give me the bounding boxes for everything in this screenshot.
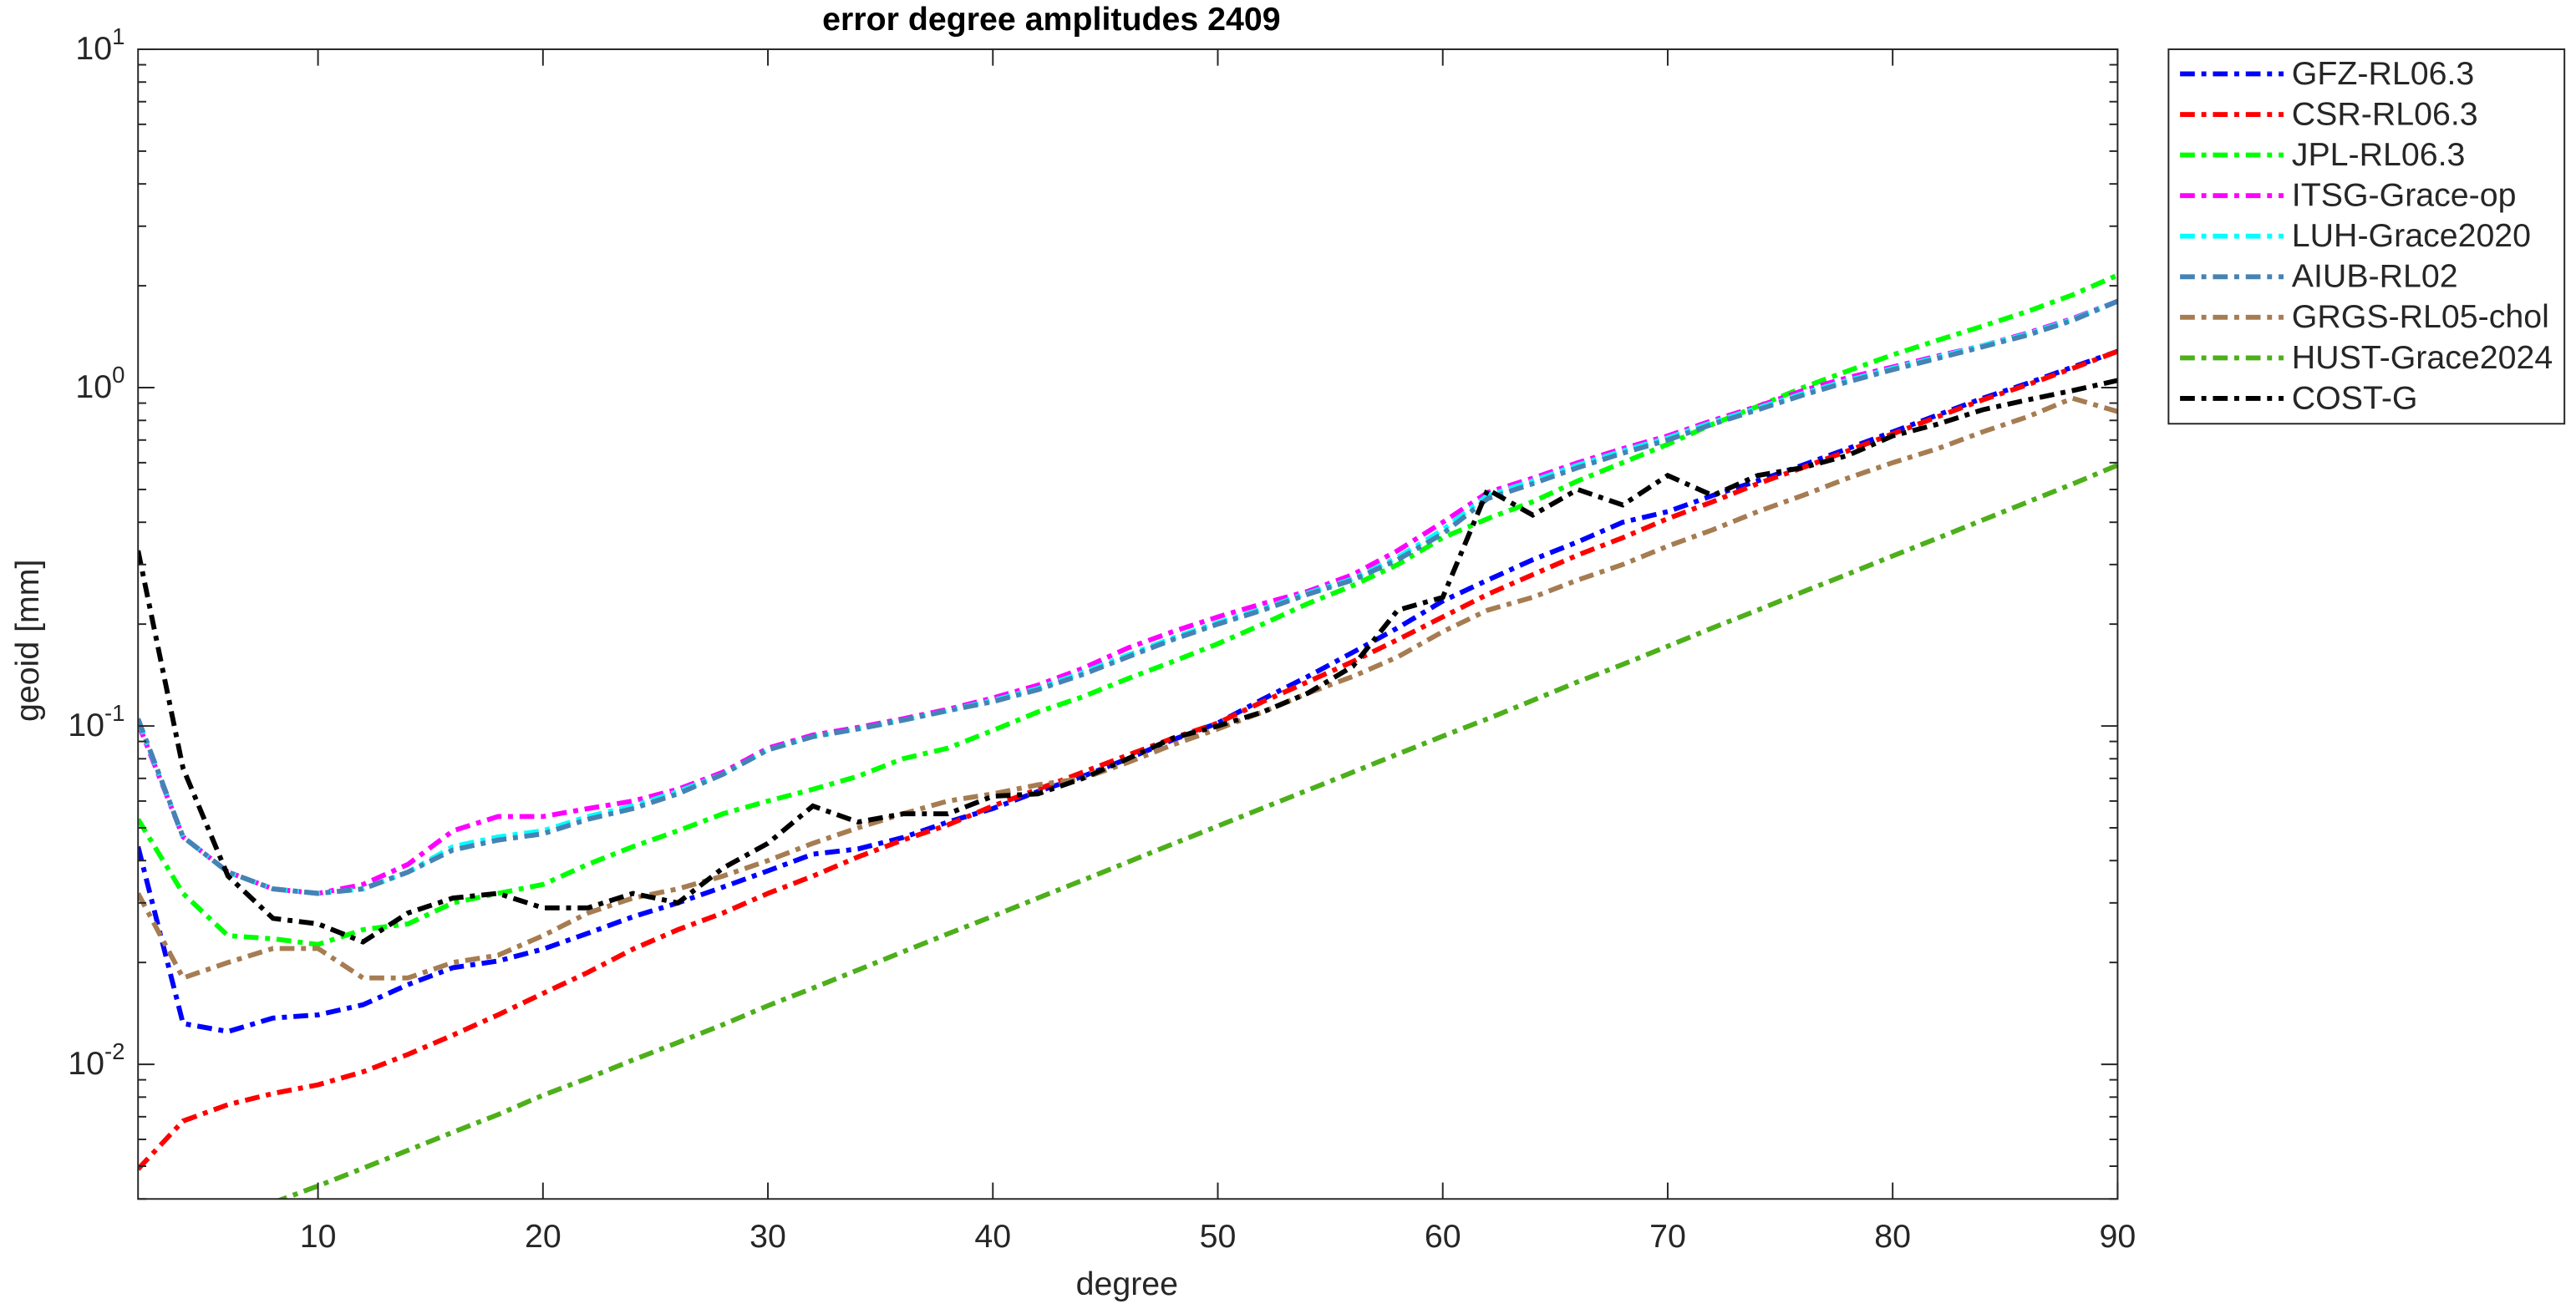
- series-line: [138, 298, 2118, 896]
- x-tick-label: 60: [1425, 1218, 1461, 1255]
- y-tick-label: 10-2: [68, 1038, 124, 1082]
- x-tick-label: 70: [1649, 1218, 1686, 1255]
- series-line: [138, 348, 2118, 1171]
- legend-label: ITSG-Grace-op: [2292, 177, 2517, 214]
- plot-area: [138, 272, 2118, 1200]
- y-tick-label: 10-1: [68, 700, 124, 743]
- legend-label: LUH-Grace2020: [2292, 217, 2531, 254]
- legend-label: COST-G: [2292, 379, 2418, 416]
- y-tick-label: 100: [75, 362, 124, 405]
- legend-label: AIUB-RL02: [2292, 258, 2458, 295]
- x-tick-label: 80: [1874, 1218, 1911, 1255]
- x-tick-label: 10: [300, 1218, 337, 1255]
- series-line: [138, 395, 2118, 982]
- chart-title: error degree amplitudes 2409: [822, 1, 1280, 38]
- series-line: [138, 378, 2118, 945]
- y-tick-label: 101: [75, 23, 124, 67]
- x-tick-label: 20: [525, 1218, 561, 1255]
- y-axis-label: geoid [mm]: [9, 560, 46, 722]
- x-tick-label: 90: [2100, 1218, 2137, 1255]
- x-tick-label: 30: [749, 1218, 786, 1255]
- x-axis-label: degree: [1076, 1266, 1178, 1302]
- series-line: [276, 463, 2118, 1200]
- legend-label: CSR-RL06.3: [2292, 95, 2478, 132]
- series-line: [138, 272, 2118, 947]
- series-line: [138, 298, 2118, 896]
- legend-label: HUST-Grace2024: [2292, 339, 2553, 376]
- x-tick-label: 50: [1200, 1218, 1237, 1255]
- legend-label: GFZ-RL06.3: [2292, 55, 2474, 92]
- x-tick-label: 40: [974, 1218, 1011, 1255]
- legend-label: GRGS-RL05-chol: [2292, 298, 2549, 335]
- legend-label: JPL-RL06.3: [2292, 136, 2466, 173]
